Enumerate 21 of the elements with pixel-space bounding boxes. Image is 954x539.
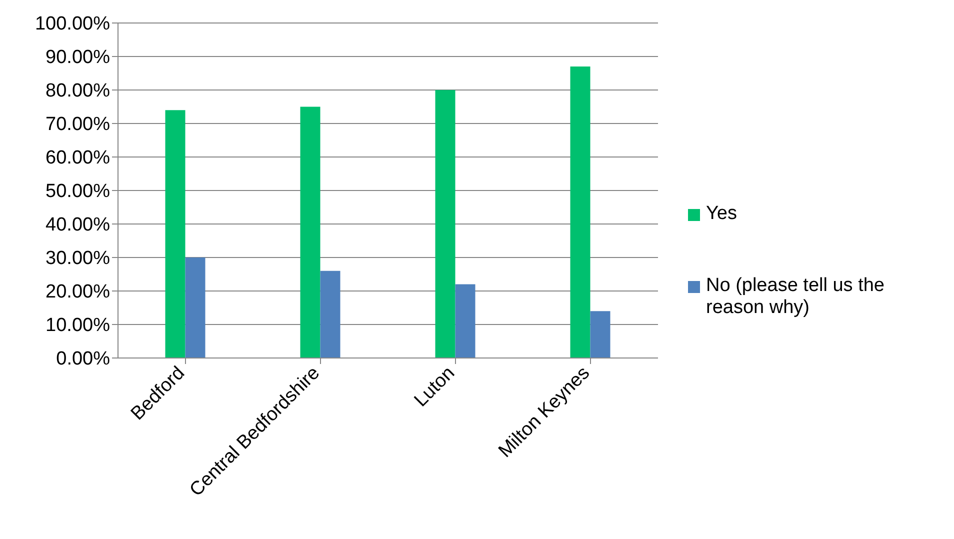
bar: [435, 90, 456, 358]
bar: [185, 258, 206, 358]
bar: [570, 66, 590, 358]
y-tick-label: 40.00%: [46, 214, 110, 236]
bar: [320, 270, 340, 358]
bar: [300, 106, 320, 358]
y-tick-label: 60.00%: [46, 148, 110, 169]
y-tick-label: 10.00%: [46, 315, 110, 336]
y-tick-label: 90.00%: [46, 47, 110, 68]
y-tick-label: 70.00%: [46, 114, 110, 136]
y-tick-label: 80.00%: [46, 80, 110, 102]
bar: [165, 110, 186, 358]
y-tick-label: 50.00%: [46, 181, 110, 202]
bar: [455, 284, 476, 358]
bar: [590, 311, 610, 358]
legend-label: No (please tell us the reason why): [706, 275, 886, 319]
y-tick-label: 30.00%: [46, 248, 110, 270]
legend-label: Yes: [706, 203, 737, 225]
y-tick-label: 0.00%: [56, 348, 110, 370]
y-tick-label: 20.00%: [46, 282, 110, 303]
y-tick-label: 100.00%: [34, 14, 110, 35]
